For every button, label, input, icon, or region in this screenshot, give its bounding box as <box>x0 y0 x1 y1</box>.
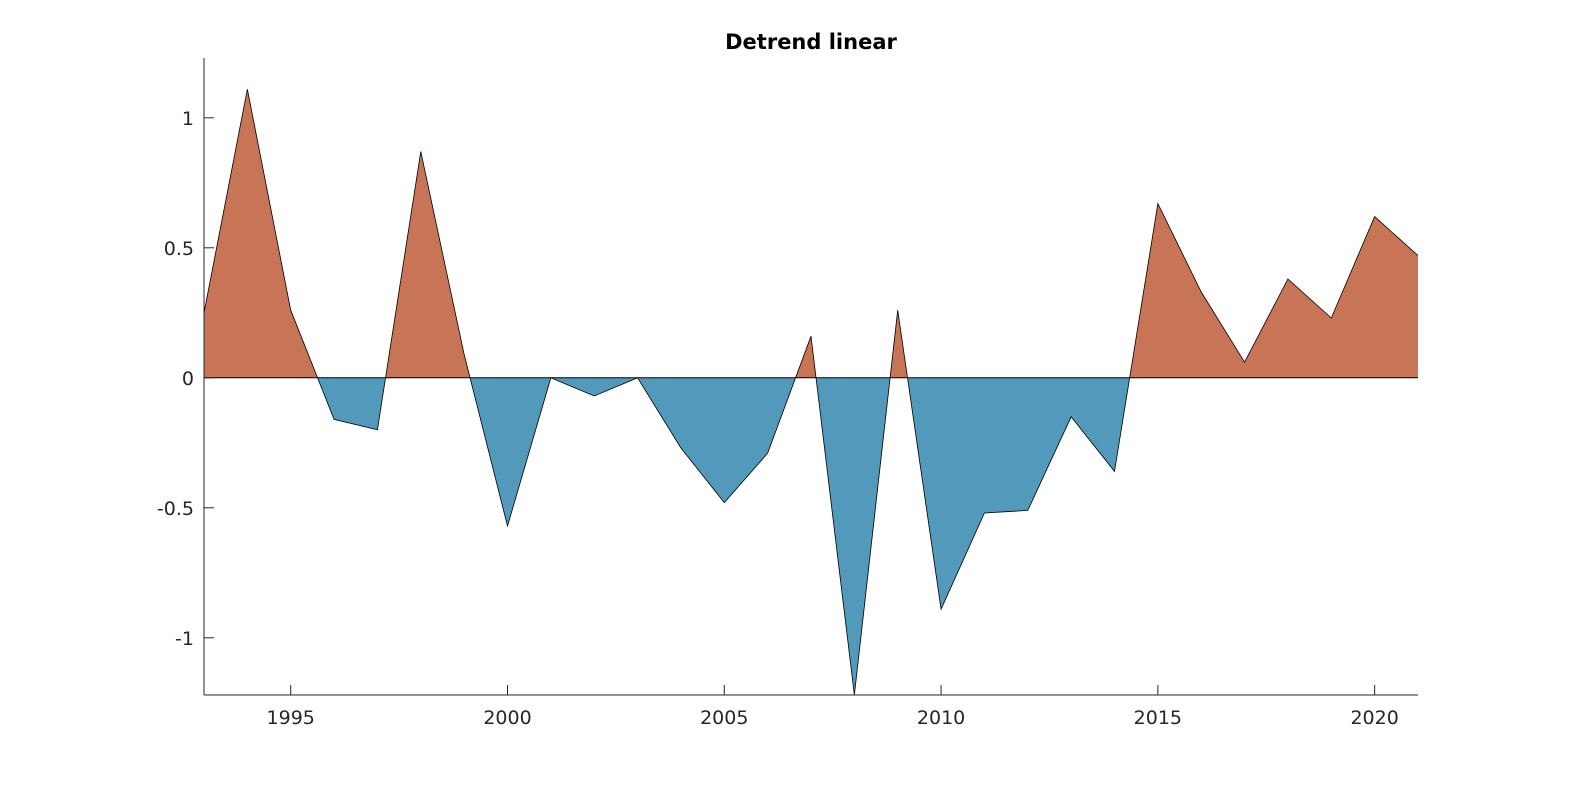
x-tick-label: 2015 <box>1134 707 1182 729</box>
negative-area <box>550 377 638 396</box>
area-fills <box>204 89 1418 695</box>
y-tick-label: 0 <box>182 368 194 390</box>
negative-area <box>907 377 1130 610</box>
x-tick-label: 2000 <box>483 707 531 729</box>
y-tick-label: -0.5 <box>157 498 194 520</box>
y-tick-label: 1 <box>182 108 194 130</box>
positive-area <box>204 89 318 378</box>
series-line <box>203 89 1419 696</box>
positive-area <box>890 310 908 378</box>
series-outline <box>203 89 1419 696</box>
x-tick-label: 2005 <box>700 707 748 729</box>
x-tick-label: 1995 <box>267 707 315 729</box>
x-tick-label: 2010 <box>917 707 965 729</box>
negative-area <box>637 377 796 503</box>
chart-title: Detrend linear <box>725 30 897 54</box>
y-tick-label: -1 <box>175 628 194 650</box>
negative-area <box>317 377 386 430</box>
negative-area <box>816 377 891 695</box>
x-axis-ticks: 1995 2000 2005 2010 2015 2020 <box>267 685 1399 729</box>
y-tick-label: 0.5 <box>164 238 194 260</box>
positive-area <box>795 336 817 378</box>
y-axis-ticks: 1 0.5 0 -0.5 -1 <box>157 108 214 650</box>
positive-area <box>1129 203 1418 378</box>
negative-area <box>470 377 551 526</box>
positive-area <box>385 151 471 378</box>
x-tick-label: 2020 <box>1350 707 1398 729</box>
